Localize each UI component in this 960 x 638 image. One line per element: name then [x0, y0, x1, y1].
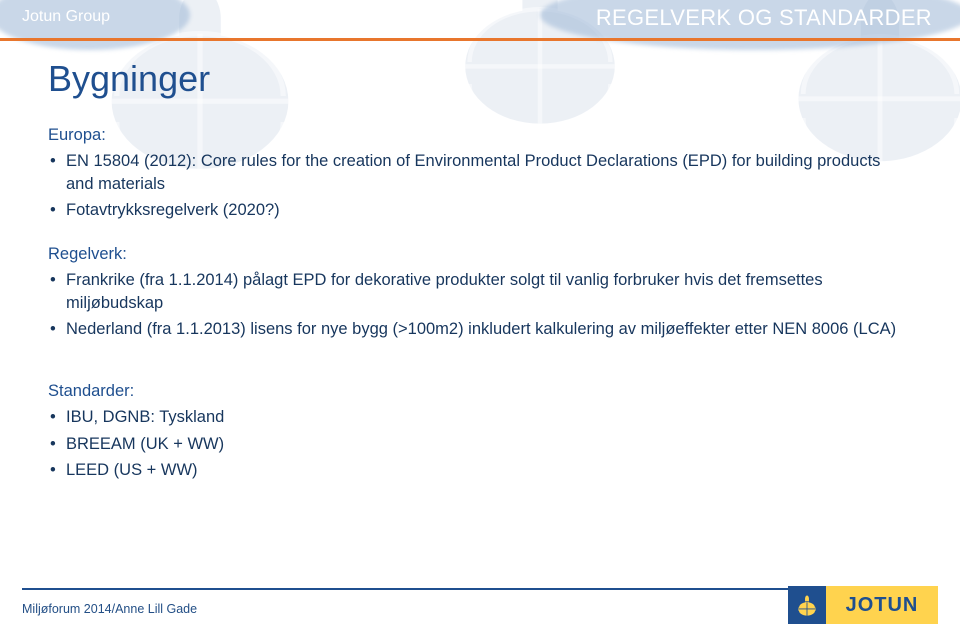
header-divider — [0, 38, 960, 41]
list-item: Fotavtrykksregelverk (2020?) — [48, 199, 900, 221]
list-item: BREEAM (UK + WW) — [48, 433, 900, 455]
section-label: Europa: — [48, 124, 900, 146]
bullet-list: IBU, DGNB: Tyskland BREEAM (UK + WW) LEE… — [48, 406, 900, 481]
list-item: EN 15804 (2012): Core rules for the crea… — [48, 150, 900, 195]
jotun-logo: JOTUN — [788, 586, 938, 624]
list-item: Nederland (fra 1.1.2013) lisens for nye … — [48, 318, 900, 340]
header-left: Jotun Group — [22, 8, 110, 26]
page-title: Bygninger — [48, 58, 210, 100]
header-right: REGELVERK OG STANDARDER — [596, 5, 932, 31]
slide: { "header": { "left": "Jotun Group", "ri… — [0, 0, 960, 638]
list-item: Frankrike (fra 1.1.2014) pålagt EPD for … — [48, 269, 900, 314]
section-label: Regelverk: — [48, 243, 900, 265]
list-item: IBU, DGNB: Tyskland — [48, 406, 900, 428]
bullet-list: Frankrike (fra 1.1.2014) pålagt EPD for … — [48, 269, 900, 340]
body-content: Europa: EN 15804 (2012): Core rules for … — [48, 124, 900, 503]
section-label: Standarder: — [48, 380, 900, 402]
penguin-globe-icon — [793, 591, 821, 619]
jotun-logo-mark — [788, 586, 826, 624]
bullet-list: EN 15804 (2012): Core rules for the crea… — [48, 150, 900, 221]
footer-text: Miljøforum 2014/Anne Lill Gade — [22, 602, 197, 616]
list-item: LEED (US + WW) — [48, 459, 900, 481]
jotun-logo-text: JOTUN — [826, 594, 938, 617]
